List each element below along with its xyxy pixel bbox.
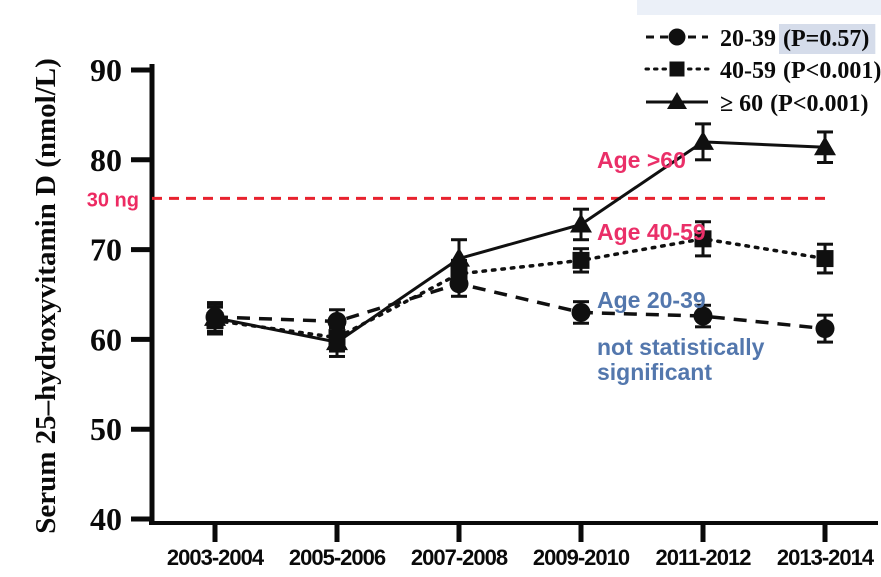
data-point-triangle: [448, 247, 470, 267]
series-60: [204, 122, 836, 358]
y-tick-label: 80: [90, 142, 122, 178]
x-tick-label: 2009-2010: [533, 545, 630, 570]
data-point-triangle: [326, 331, 348, 351]
x-tick-label: 2003-2004: [167, 545, 265, 570]
x-tick-label: 2005-2006: [289, 545, 386, 570]
legend-p-value: (P<0.001): [770, 91, 868, 117]
legend-p-value: (P<0.001): [783, 58, 881, 84]
annotation-significant: significant: [597, 359, 712, 385]
x-tick-label: 2013-2014: [777, 545, 875, 570]
legend-label: ≥ 60: [720, 91, 763, 117]
data-point-square: [816, 250, 834, 268]
selection-highlight-strip: [637, 0, 881, 15]
p-value-highlight: [779, 24, 876, 54]
legend-item: 40-59 (P<0.001): [644, 58, 881, 84]
data-point-circle: [571, 302, 591, 322]
legend-p-value: (P=0.57): [783, 26, 869, 52]
y-tick-label: 40: [90, 501, 122, 537]
reference-line-label: 30 ng: [87, 189, 139, 211]
x-tick-label: 2007-2008: [411, 545, 508, 570]
y-tick-label: 50: [90, 411, 122, 447]
series-line-triangle: [214, 140, 826, 344]
legend-label: 20-39: [720, 26, 776, 52]
data-point-circle: [693, 306, 713, 326]
data-point-circle: [327, 311, 347, 331]
legend-item: 20-39 (P=0.57): [646, 24, 876, 54]
data-point-triangle: [692, 130, 714, 150]
data-point-triangle: [204, 306, 226, 326]
annotation-age-60: Age >60: [597, 147, 686, 173]
annotation-age-40-59: Age 40-59: [597, 219, 706, 245]
legend-marker-circle: [668, 28, 686, 46]
x-tick-label: 2011-2012: [656, 545, 752, 570]
legend-item: ≥ 60 (P<0.001): [646, 91, 869, 117]
y-axis-title: Serum 25–hydroxyvitamin D (nmol/L): [30, 58, 62, 534]
data-point-square: [572, 251, 590, 269]
y-tick-label: 60: [90, 321, 122, 357]
legend-marker-square: [669, 61, 685, 77]
data-point-triangle: [814, 136, 836, 156]
y-tick-label: 70: [90, 232, 122, 268]
data-point-triangle: [570, 213, 592, 233]
data-point-square: [694, 230, 712, 248]
series-line-circle: [214, 281, 826, 331]
legend-marker-triangle: [667, 92, 687, 109]
annotation-not-statistically: not statistically: [597, 334, 765, 360]
y-tick-label: 90: [90, 52, 122, 88]
data-point-circle: [815, 319, 835, 339]
series-line-square: [213, 237, 827, 340]
annotation-age-20-39: Age 20-39: [597, 287, 706, 313]
legend-label: 40-59: [720, 58, 776, 84]
